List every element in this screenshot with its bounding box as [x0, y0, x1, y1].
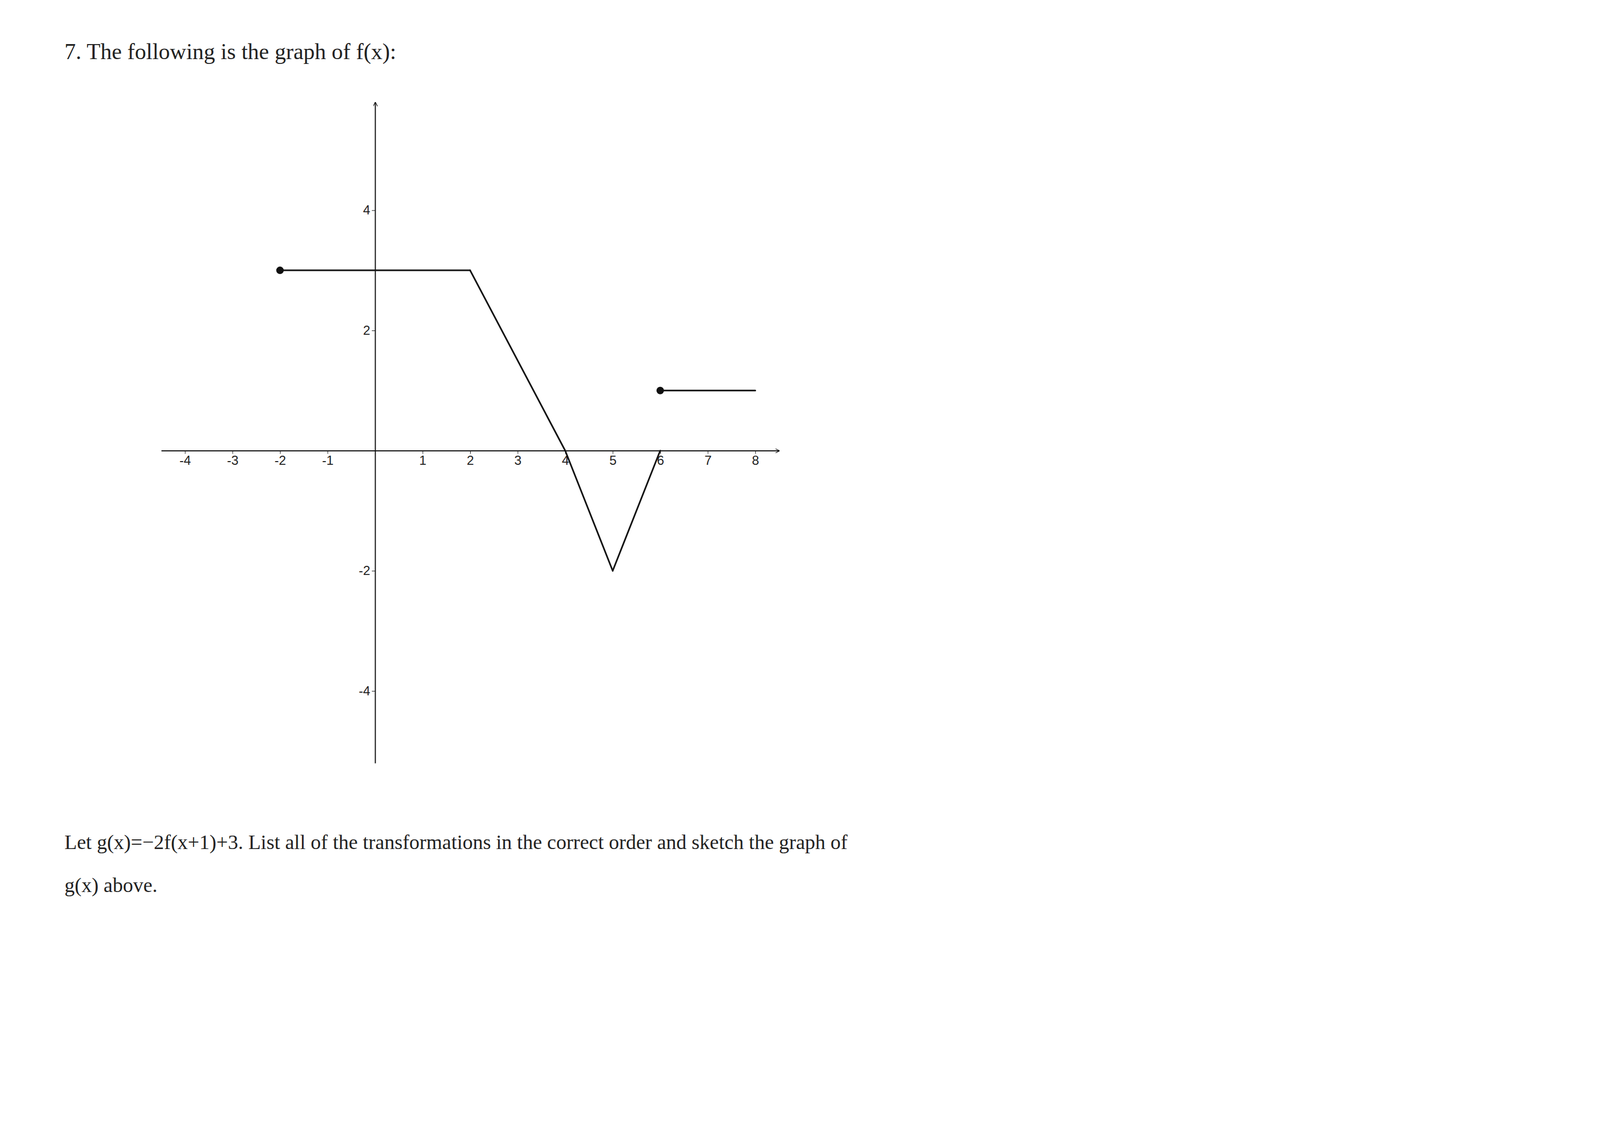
tick-label: -4 [358, 683, 371, 698]
tick-label: 8 [752, 452, 760, 468]
tick-label: 4 [561, 452, 569, 468]
tick: -3 [227, 450, 239, 468]
tick-mark [371, 210, 376, 211]
tick-label: 5 [609, 452, 617, 468]
tick: -4 [179, 450, 191, 468]
tick: 3 [514, 450, 522, 468]
tick-label: -3 [227, 452, 239, 468]
tick-mark [371, 330, 376, 331]
line-segment [612, 450, 660, 572]
tick: 5 [609, 450, 617, 468]
line-segment [279, 269, 471, 272]
tick: 6 [657, 450, 665, 468]
annotation: Let g(x)=−2f(x+1)+3. List all of the tra… [64, 830, 848, 854]
line-segment [565, 450, 613, 572]
tick: -4 [358, 683, 376, 698]
line-segment [660, 389, 756, 392]
dot [656, 386, 665, 395]
tick: -1 [321, 450, 334, 468]
tick: -2 [358, 563, 376, 578]
tick-label: 7 [704, 452, 712, 468]
tick-label: 4 [363, 202, 371, 218]
tick: 4 [363, 202, 376, 218]
marks [276, 266, 756, 571]
chart: 7. The following is the graph of f(x): -4… [0, 0, 1600, 1129]
annotation: g(x) above. [64, 873, 158, 897]
tick-label: 2 [466, 452, 474, 468]
tick: -2 [274, 450, 286, 468]
x-axis: -4 -3 -2 -1 1 2 3 4 5 6 7 8 [161, 450, 780, 468]
tick: 1 [419, 450, 427, 468]
tick-label: 1 [419, 452, 427, 468]
tick: 2 [466, 450, 474, 468]
tick-label: -4 [179, 452, 191, 468]
tick-label: -2 [358, 563, 371, 578]
tick-label: -2 [274, 452, 286, 468]
tick-mark [371, 690, 376, 692]
tick-label: 3 [514, 452, 522, 468]
dot [276, 266, 284, 275]
title: 7. The following is the graph of f(x): [64, 39, 396, 65]
tick: 2 [363, 322, 376, 338]
axis-line [375, 102, 377, 764]
line-segment [470, 270, 566, 451]
tick-label: 2 [363, 322, 371, 338]
y-axis: -4 -2 2 4 [358, 102, 376, 764]
tick: 7 [704, 450, 712, 468]
tick: 8 [752, 450, 760, 468]
tick-mark [371, 570, 376, 572]
tick-label: -1 [321, 452, 334, 468]
